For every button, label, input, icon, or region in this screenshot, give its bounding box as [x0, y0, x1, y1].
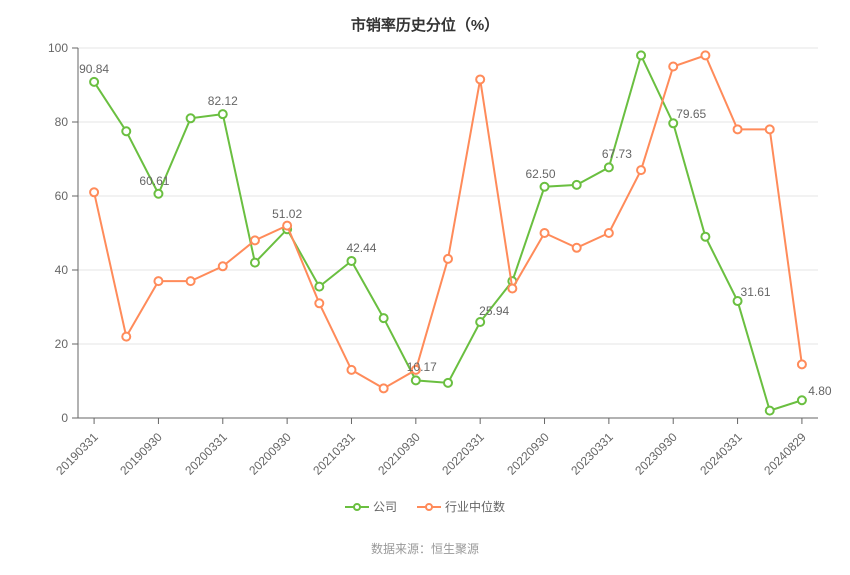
x-tick-label: 20190930	[118, 430, 166, 478]
data-label: 4.80	[808, 384, 831, 398]
chart-title: 市销率历史分位（%）	[0, 14, 850, 35]
data-label: 79.65	[676, 107, 706, 121]
data-label: 90.84	[79, 62, 109, 76]
x-tick-label: 20230930	[632, 430, 680, 478]
y-tick-label: 100	[48, 41, 68, 55]
data-label: 60.61	[139, 174, 169, 188]
x-tick-label: 20210930	[375, 430, 423, 478]
data-label: 51.02	[272, 207, 302, 221]
data-label: 31.61	[741, 285, 771, 299]
data-source: 数据来源：恒生聚源	[0, 540, 850, 557]
x-tick-label: 20240829	[761, 430, 809, 478]
y-tick-label: 0	[61, 411, 68, 425]
plot-area	[78, 48, 818, 418]
legend-item[interactable]: 行业中位数	[417, 498, 505, 515]
y-tick-label: 40	[55, 263, 68, 277]
legend-swatch	[345, 500, 369, 514]
legend-item[interactable]: 公司	[345, 498, 397, 515]
psr-percentile-chart: 市销率历史分位（%） 公司 行业中位数 数据来源：恒生聚源 0 20 40 60 80 10…	[0, 0, 850, 575]
data-label: 25.94	[479, 304, 509, 318]
x-tick-label: 20200331	[182, 430, 230, 478]
y-tick-label: 80	[55, 115, 68, 129]
y-tick-label: 20	[55, 337, 68, 351]
x-tick-label: 20240331	[697, 430, 745, 478]
data-label: 67.73	[602, 147, 632, 161]
x-tick-label: 20200930	[246, 430, 294, 478]
y-tick-label: 60	[55, 189, 68, 203]
legend-label: 公司	[373, 498, 397, 515]
data-label: 62.50	[526, 167, 556, 181]
x-tick-label: 20230331	[568, 430, 616, 478]
x-tick-label: 20220331	[439, 430, 487, 478]
legend-label: 行业中位数	[445, 498, 505, 515]
plot-svg	[78, 48, 818, 418]
x-tick-label: 20190331	[53, 430, 101, 478]
data-label: 10.17	[407, 360, 437, 374]
x-tick-label: 20220930	[504, 430, 552, 478]
data-label: 82.12	[208, 94, 238, 108]
x-tick-label: 20210331	[311, 430, 359, 478]
data-label: 42.44	[346, 241, 376, 255]
legend-swatch	[417, 500, 441, 514]
legend: 公司 行业中位数	[0, 498, 850, 515]
